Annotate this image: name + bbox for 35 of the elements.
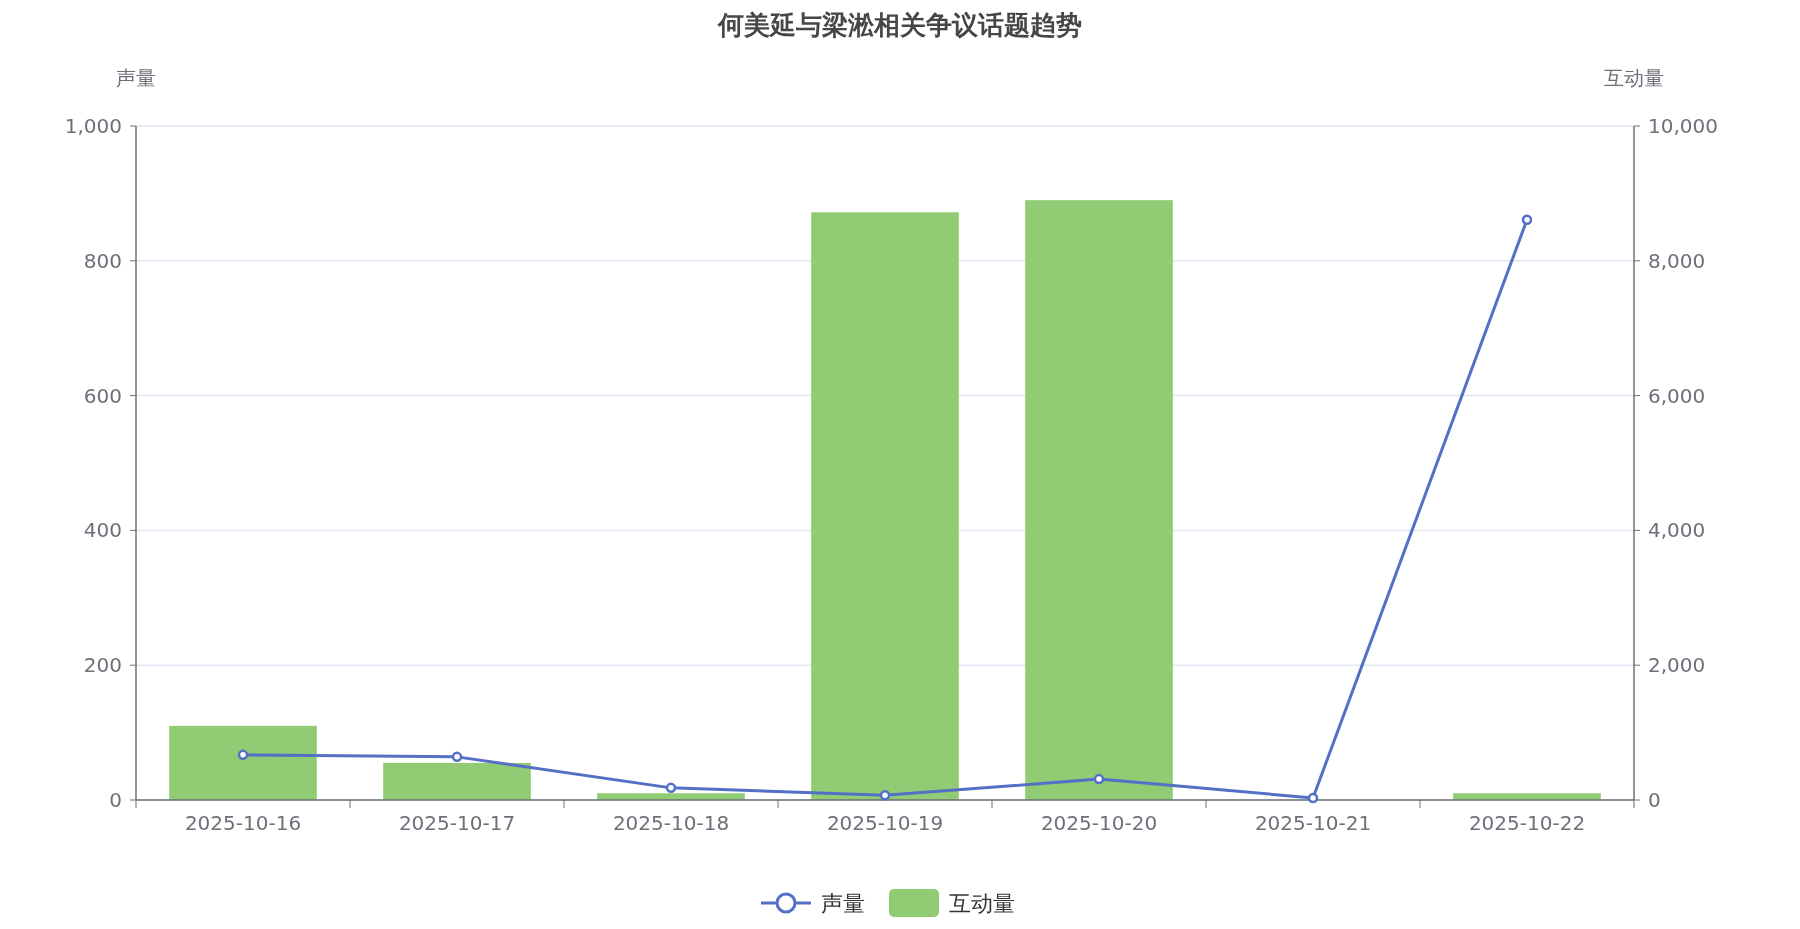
y-axis-title: 声量 [116, 66, 156, 90]
x-tick-label: 2025-10-18 [612, 811, 730, 835]
x-tick-label: 2025-10-22 [1468, 811, 1586, 835]
x-tick-label: 2025-10-19 [826, 811, 944, 835]
y-tick-label: 600 [83, 383, 122, 408]
legend-label: 声量 [821, 891, 865, 916]
y2-tick-label: 6,000 [1648, 383, 1706, 408]
y2-tick-label: 8,000 [1648, 248, 1706, 273]
point [879, 790, 891, 801]
point [237, 749, 249, 761]
x-tick-label: 2025-10-17 [398, 811, 516, 835]
point [1093, 773, 1105, 785]
y2-tick-label: 2,000 [1648, 653, 1706, 678]
y2-tick-label: 4,000 [1648, 518, 1706, 543]
x-tick-label: 2025-10-20 [1040, 811, 1158, 835]
y-tick-label: 800 [83, 248, 122, 273]
y2-axis-title: 互动量 [1604, 66, 1664, 90]
bar [811, 212, 959, 800]
y-tick-label: 400 [83, 518, 122, 543]
bar [169, 725, 317, 800]
x-tick-label: 2025-10-16 [184, 811, 302, 835]
bar [383, 762, 531, 800]
point [1521, 214, 1533, 225]
y-tick-label: 0 [109, 788, 122, 812]
legend-label: 互动量 [949, 891, 1015, 916]
bar [1025, 200, 1173, 800]
point [665, 782, 677, 794]
chart-title: 何美延与梁淞相关争议话题趋势 [717, 10, 1082, 40]
point [1307, 792, 1319, 804]
y2-tick-label: 10,000 [1648, 114, 1718, 138]
y-tick-label: 1,000 [64, 114, 122, 138]
point [451, 751, 463, 763]
x-tick-label: 2025-10-21 [1254, 811, 1372, 835]
y2-tick-label: 0 [1648, 788, 1661, 812]
y-tick-label: 200 [83, 653, 122, 678]
